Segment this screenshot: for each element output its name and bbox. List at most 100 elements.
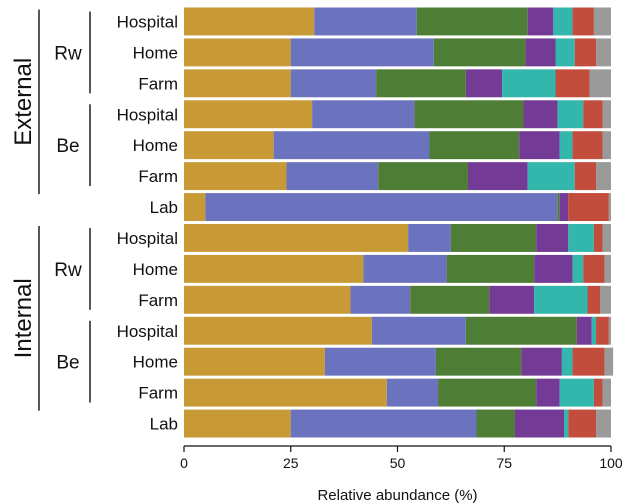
x-tick-label: 25	[283, 455, 299, 471]
bar-segment	[514, 409, 565, 438]
bar-segment	[602, 378, 611, 407]
bar-segment	[553, 7, 573, 36]
bar-segment	[555, 38, 575, 67]
bar-segment	[557, 100, 584, 129]
bar-segment	[416, 7, 528, 36]
bar-segment	[184, 347, 325, 376]
bar-segment	[465, 316, 577, 345]
bar-segment	[576, 316, 592, 345]
bar-segment	[536, 378, 560, 407]
bar-segment	[184, 316, 372, 345]
bar-segment	[476, 409, 515, 438]
bar-segment	[555, 69, 590, 98]
bar-segment	[410, 285, 490, 314]
bar-segment	[559, 378, 594, 407]
bar-segment	[314, 7, 417, 36]
row-label: Farm	[138, 74, 178, 93]
bar-segment	[559, 193, 569, 221]
bar-segment	[523, 100, 558, 129]
bar-segment	[608, 316, 611, 345]
bar-segment	[324, 347, 436, 376]
subgroup-label: Rw	[54, 43, 82, 64]
row-label: Home	[133, 353, 178, 372]
bar-segment	[435, 347, 522, 376]
bar-segment	[433, 38, 526, 67]
bar-segment	[559, 131, 573, 160]
bar-segment	[184, 409, 291, 438]
bar-segment	[574, 38, 597, 67]
bar-segment	[561, 347, 573, 376]
x-tick-label: 0	[180, 455, 188, 471]
row-labels: Hospital Home Farm Hospital Home Farm Lab Hospi…	[117, 12, 178, 433]
bar-segment	[602, 224, 611, 252]
bar-segment	[290, 409, 477, 438]
bar-segment	[184, 193, 206, 221]
bar-segment	[602, 131, 611, 160]
x-tick-label: 50	[390, 455, 406, 471]
bar-segment	[273, 131, 430, 160]
group-labels: External Rw Be Internal Rw Be	[10, 9, 91, 411]
bar-segment	[408, 224, 451, 252]
bar-segment	[184, 131, 274, 160]
bar-segment	[371, 316, 466, 345]
row-label: Hospital	[117, 229, 178, 248]
bar-segment	[534, 254, 573, 283]
bar-segment	[184, 38, 291, 67]
bar-segment	[593, 7, 611, 36]
bar-segment	[290, 38, 434, 67]
bar-segment	[604, 347, 614, 376]
plot-area	[184, 7, 614, 438]
bar-segment	[184, 285, 351, 314]
bar-segment	[583, 100, 603, 129]
row-label: Home	[133, 43, 178, 62]
bar-segment	[564, 409, 569, 438]
subgroup-label: Be	[56, 353, 79, 374]
bar-segment	[604, 254, 611, 283]
bar-segment	[286, 162, 379, 191]
bar-segment	[467, 162, 528, 191]
bar-segment	[519, 131, 560, 160]
bar-segment	[184, 69, 291, 98]
bar-segment	[583, 254, 605, 283]
bar-segment	[184, 378, 387, 407]
bar-segment	[568, 193, 609, 221]
group-label: Internal	[10, 278, 37, 358]
row-label: Home	[133, 260, 178, 279]
bar-segment	[465, 69, 503, 98]
bar-segment	[429, 131, 520, 160]
bar-segment	[386, 378, 439, 407]
bar-segment	[290, 69, 377, 98]
bar-segment	[350, 285, 411, 314]
row-label: Home	[133, 136, 178, 155]
bar-segment	[438, 378, 537, 407]
x-tick-label: 75	[496, 455, 512, 471]
x-tick-label: 100	[599, 455, 623, 471]
row-label: Hospital	[117, 105, 178, 124]
group-label: External	[10, 58, 37, 146]
bar-segment	[450, 224, 537, 252]
bar-segment	[557, 193, 560, 221]
bar-segment	[363, 254, 447, 283]
row-label: Lab	[150, 415, 178, 434]
bar-segment	[600, 285, 611, 314]
bar-segment	[446, 254, 535, 283]
bar-segment	[587, 285, 601, 314]
bar-segment	[589, 69, 611, 98]
bar-segment	[608, 193, 611, 221]
row-label: Lab	[150, 198, 178, 217]
bar-segment	[376, 69, 466, 98]
bar-segment	[596, 162, 611, 191]
bar-segment	[184, 162, 287, 191]
bar-segment	[572, 254, 584, 283]
bar-segment	[593, 224, 603, 252]
row-label: Farm	[138, 167, 178, 186]
bar-segment	[527, 162, 575, 191]
bar-segment	[591, 316, 597, 345]
subgroup-label: Be	[56, 136, 79, 157]
bar-segment	[184, 7, 315, 36]
x-axis-title: Relative abundance (%)	[317, 487, 477, 504]
bar-segment	[593, 378, 603, 407]
bar-segment	[572, 347, 605, 376]
bar-segment	[572, 131, 603, 160]
